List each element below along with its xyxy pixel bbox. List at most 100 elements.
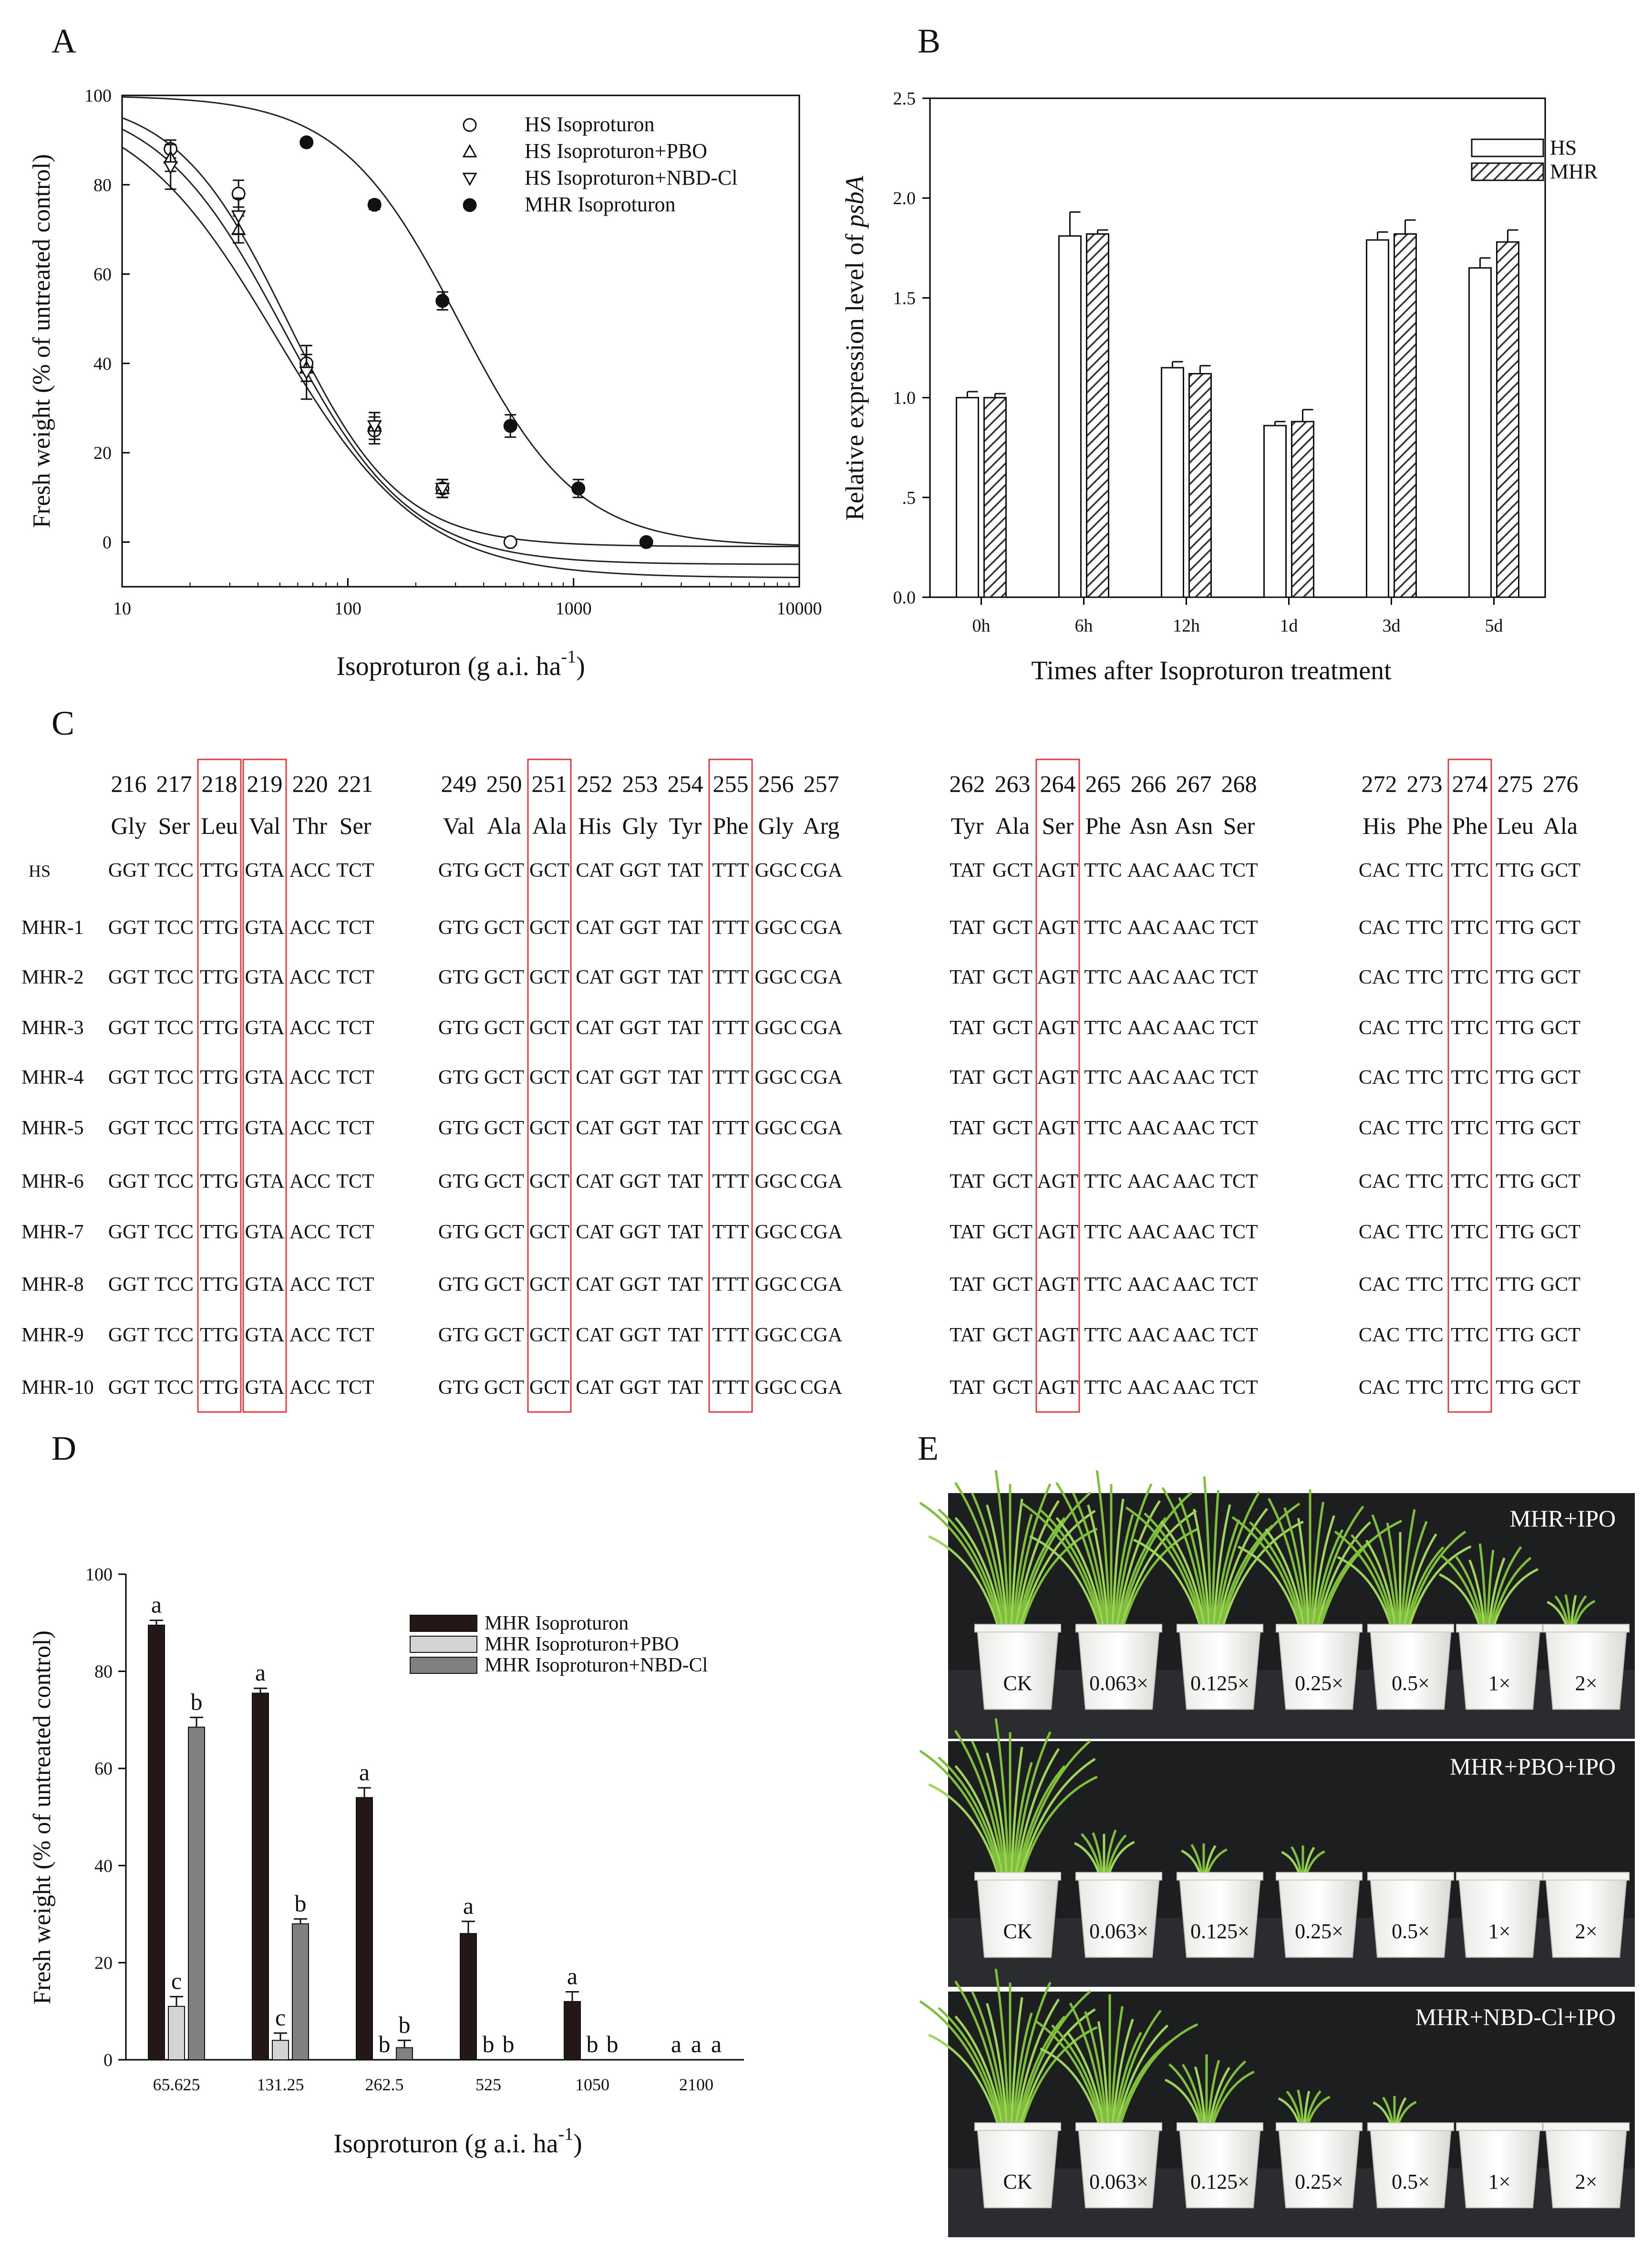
codon: GCT <box>484 860 524 882</box>
grass-blade <box>1013 1483 1052 1629</box>
sample-label: MHR-3 <box>21 1017 84 1039</box>
chart-a-legend: HS Isoproturon HS Isoproturon+PBO HS Isopr… <box>462 113 738 216</box>
codon: TTT <box>712 1274 749 1296</box>
codon: AGT <box>1037 1221 1078 1243</box>
chart-b-x-tick-label: 12h <box>1173 616 1200 636</box>
codon: TCT <box>336 917 374 939</box>
codon: GCT <box>1540 966 1580 988</box>
chart-a-fit-curve <box>122 128 799 565</box>
codon: CGA <box>800 1067 843 1089</box>
chart-d-x-axis: 65.625 131.25 262.5 525 1050 2100 <box>153 2075 714 2094</box>
grass-blade <box>1161 1487 1208 1629</box>
chart-a-y-tick-label: 100 <box>84 86 112 106</box>
codon: GGT <box>108 1221 149 1243</box>
pot-dose-label: 1× <box>1488 1920 1511 1943</box>
residue-position: 274 <box>1452 770 1488 797</box>
chart-d-significance-letter: a <box>711 2031 722 2057</box>
amino-acid: Tyr <box>951 812 984 839</box>
grass-blade <box>1304 2090 1322 2127</box>
grass-blade <box>1489 1546 1522 1629</box>
grass-blade <box>938 2007 1003 2127</box>
chart-d-significance-letter: b <box>399 2011 411 2038</box>
chart-d-x-tick-label: 131.25 <box>257 2075 304 2094</box>
codon: CAT <box>576 917 613 939</box>
amino-acid: Ser <box>340 812 372 839</box>
plant-pot <box>1545 1876 1628 1958</box>
grass-blade <box>1404 1546 1445 1629</box>
amino-acid: Leu <box>1497 812 1534 839</box>
chart-a-y-tick-label: 40 <box>93 354 112 374</box>
grass-blade <box>1207 2060 1220 2127</box>
chart-d-bar <box>292 1923 309 2060</box>
codon: TCC <box>155 1117 194 1139</box>
codon: GCT <box>484 1171 524 1193</box>
residue-position: 251 <box>532 770 568 797</box>
grass-blade <box>1014 1748 1060 1877</box>
codon: GGT <box>108 860 149 882</box>
grass-blade <box>1072 1492 1108 1629</box>
grass-blade <box>1286 2090 1303 2127</box>
codon: TTC <box>1451 917 1488 939</box>
plant-pot <box>1369 1876 1452 1958</box>
codon: GCT <box>529 966 569 988</box>
grass-blade <box>1084 2011 1108 2127</box>
codon: TTT <box>712 1171 749 1193</box>
codon: GGT <box>620 1067 661 1089</box>
codon: AAC <box>1173 860 1215 882</box>
chart-d-x-tick-label: 1050 <box>575 2075 609 2094</box>
pot-dose-label: 0.25× <box>1295 1671 1343 1695</box>
chart-a-plot-frame <box>121 94 800 588</box>
codon: GGC <box>755 860 797 882</box>
residue-position: 275 <box>1497 770 1533 797</box>
chart-d-bar <box>272 2040 289 2060</box>
chart-d-x-tick-label: 2100 <box>679 2075 713 2094</box>
codon: GCT <box>484 1324 524 1346</box>
codon: AAC <box>1127 1274 1170 1296</box>
codon: CAT <box>576 1324 613 1346</box>
chart-d-significance-letter: c <box>171 1968 182 1994</box>
codon: GTG <box>438 966 479 988</box>
codon: GCT <box>529 860 569 882</box>
codon: GTG <box>438 1171 479 1193</box>
chart-a-legend-marker <box>463 118 477 132</box>
codon: AGT <box>1037 1274 1078 1296</box>
plant-pot <box>1178 1628 1261 1710</box>
codon: TCT <box>1220 917 1258 939</box>
chart-a-data-point <box>163 161 178 175</box>
codon: TCT <box>336 1067 374 1089</box>
grass-blade <box>1215 1491 1260 1629</box>
chart-d-significance-letter: c <box>275 2004 286 2031</box>
plant-pot <box>1545 1628 1628 1710</box>
codon: GTA <box>245 1274 285 1296</box>
codon: GTA <box>245 966 285 988</box>
grass-blade <box>919 1502 1002 1629</box>
sample-label: MHR-1 <box>21 917 84 939</box>
codon: TTG <box>200 1067 239 1089</box>
codon: TTG <box>1496 860 1535 882</box>
residue-position: 256 <box>758 770 794 797</box>
grass-blade <box>1016 2015 1066 2127</box>
codon: TTG <box>200 1117 239 1139</box>
chart-a-legend-label: HS Isoproturon <box>525 113 655 136</box>
codon: AGT <box>1037 1377 1078 1399</box>
codon: TTC <box>1084 966 1122 988</box>
codon: AAC <box>1127 1324 1170 1346</box>
grass-blade <box>1118 2023 1198 2127</box>
grass-blade <box>1010 1746 1023 1877</box>
pot-dose-label: 0.125× <box>1190 1671 1249 1695</box>
chart-a-legend-label: HS Isoproturon+PBO <box>525 139 707 163</box>
codon: TTG <box>200 1221 239 1243</box>
codon: TTT <box>712 1221 749 1243</box>
codon: GGC <box>755 1171 797 1193</box>
grass-blade <box>1350 1534 1396 1629</box>
codon: GTG <box>438 917 479 939</box>
grass-blade <box>1095 1470 1111 1629</box>
codon: TAT <box>668 917 703 939</box>
chart-d-y-tick-label: 60 <box>94 1759 113 1779</box>
chart-d-significance-letter: b <box>607 2031 619 2057</box>
codon: CGA <box>800 917 843 939</box>
grass-blade <box>928 2034 1000 2127</box>
codon: AAC <box>1127 1117 1170 1139</box>
codon: TTC <box>1451 1171 1488 1193</box>
